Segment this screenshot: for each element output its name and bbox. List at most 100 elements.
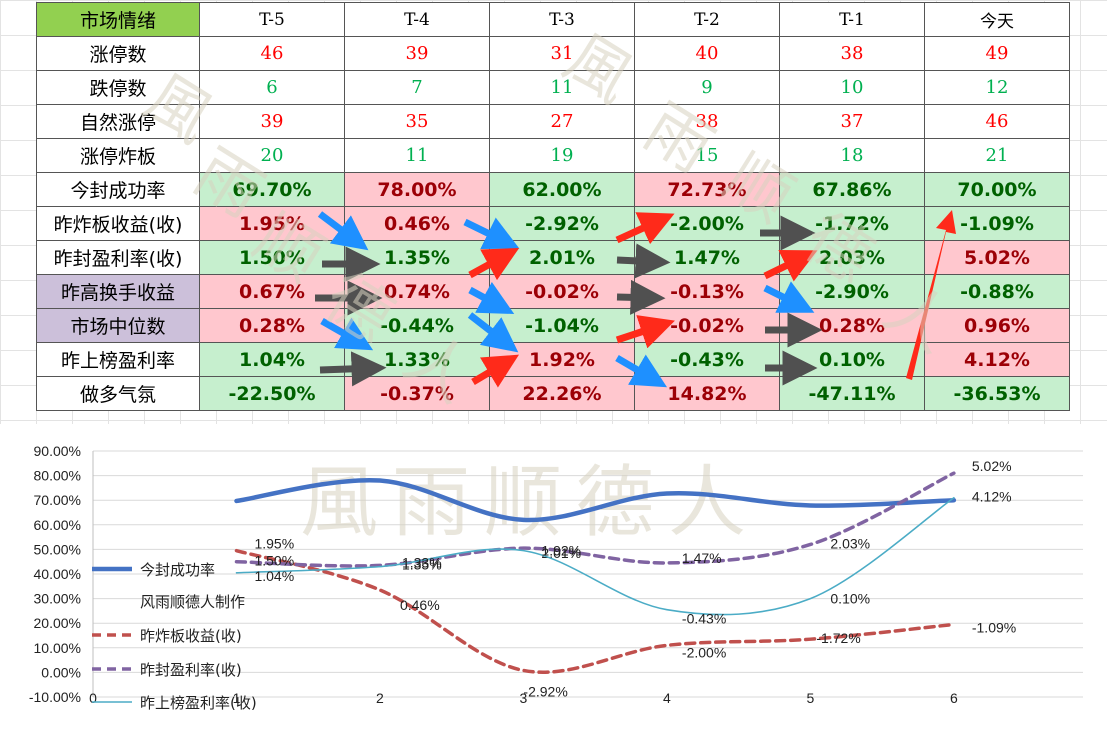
row-label: 昨上榜盈利率 [36,342,200,377]
table-cell: 4.12% [924,342,1070,377]
table-cell: 1.50% [199,240,345,275]
table-row: 今封成功率 69.70% 78.00% 62.00% 72.73% 67.86% 70.00… [36,172,1070,207]
table-cell: -1.04% [489,308,635,343]
data-label: 0.10% [830,591,870,607]
x-tick-label: 1 [233,690,241,706]
header-title-cell: 市场情绪 [36,2,200,37]
data-label: 1.33% [402,555,442,571]
data-label: -2.00% [682,644,726,660]
table-row: 昨高换手收益 0.67% 0.74% -0.02% -0.13% -2.90% -0.88% [36,274,1070,309]
table-cell: 10 [779,70,925,105]
x-tick-label: 3 [520,690,528,706]
data-label: 1.95% [254,536,294,552]
y-tick-label: 20.00% [34,615,81,631]
table-cell: -2.00% [634,206,780,241]
header-day-cell: T-2 [634,2,780,37]
row-label: 自然涨停 [36,104,200,139]
table-cell: 2.01% [489,240,635,275]
table-cell: 12 [924,70,1070,105]
data-label: 2.03% [830,535,870,551]
table-cell: 1.33% [344,342,490,377]
data-label: 1.50% [254,553,294,569]
data-label: -2.92% [523,683,567,699]
x-tick-label: 6 [950,690,958,706]
table-row: 市场中位数 0.28% -0.44% -1.04% -0.02% 0.28% 0.96% [36,308,1070,343]
table-cell: 0.46% [344,206,490,241]
table-cell: 35 [344,104,490,139]
row-label: 昨炸板收益(收) [36,206,200,241]
y-tick-label: 10.00% [34,640,81,656]
table-cell: 0.96% [924,308,1070,343]
row-label: 今封成功率 [36,172,200,207]
y-tick-label: 90.00% [34,443,81,459]
table-cell: -2.90% [779,274,925,309]
table-cell: 1.92% [489,342,635,377]
header-day-cell: T-5 [199,2,345,37]
table-cell: -36.53% [924,376,1070,411]
series-line [234,548,956,674]
table-cell: 21 [924,138,1070,173]
row-label: 昨封盈利率(收) [36,240,200,275]
table-cell: 67.86% [779,172,925,207]
table-cell: -0.02% [634,308,780,343]
table-row: 昨上榜盈利率 1.04% 1.33% 1.92% -0.43% 0.10% 4.12% [36,342,1070,377]
header-day-cell: T-1 [779,2,925,37]
legend-label: 今封成功率 [140,561,215,579]
table-cell: 39 [199,104,345,139]
legend-note: 风雨顺德人制作 [140,593,245,611]
row-label: 昨高换手收益 [36,274,200,309]
y-tick-label: 60.00% [34,517,81,533]
table-header-row: 市场情绪 T-5 T-4 T-3 T-2 T-1 今天 [36,2,1070,37]
table-cell: 0.28% [779,308,925,343]
table-cell: 70.00% [924,172,1070,207]
table-cell: 49 [924,36,1070,71]
legend-label: 昨封盈利率(收) [140,661,242,679]
table-cell: -1.09% [924,206,1070,241]
table-cell: 62.00% [489,172,635,207]
data-label: 1.04% [254,568,294,584]
market-sentiment-table: 市场情绪 T-5 T-4 T-3 T-2 T-1 今天 涨停数 46 39 31 40 38 49 跌停数 6… [36,2,1070,411]
table-cell: 1.95% [199,206,345,241]
table-cell: 14.82% [634,376,780,411]
table-cell: 0.10% [779,342,925,377]
table-cell: 20 [199,138,345,173]
x-tick-label: 4 [663,690,671,706]
table-cell: 6 [199,70,345,105]
row-label: 市场中位数 [36,308,200,343]
data-label: 1.35% [402,556,442,572]
legend-label: 昨上榜盈利率(收) [140,694,257,712]
y-tick-label: 50.00% [34,541,81,557]
table-cell: 46 [924,104,1070,139]
table-row: 跌停数 6 7 11 9 10 12 [36,70,1070,105]
table-cell: 27 [489,104,635,139]
table-cell: 31 [489,36,635,71]
table-cell: 18 [779,138,925,173]
x-tick-label: 0 [89,690,97,706]
data-label: 0.46% [400,597,440,613]
table-cell: 78.00% [344,172,490,207]
row-label: 涨停数 [36,36,200,71]
series-line [234,471,956,568]
x-tick-label: 5 [806,690,814,706]
table-cell: 11 [344,138,490,173]
table-row: 昨炸板收益(收) 1.95% 0.46% -2.92% -2.00% -1.72% -1.0… [36,206,1070,241]
line-chart: -10.00% 0.00% 10.00% 20.00% 30.00% 40.00% 50.0… [29,443,1083,712]
table-cell: 38 [779,36,925,71]
table-cell: 69.70% [199,172,345,207]
data-label: 1.92% [541,543,581,559]
table-cell: 19 [489,138,635,173]
table-cell: 0.28% [199,308,345,343]
table-cell: 37 [779,104,925,139]
table-cell: 11 [489,70,635,105]
table-cell: 9 [634,70,780,105]
table-cell: 5.02% [924,240,1070,275]
table-cell: -1.72% [779,206,925,241]
table-row: 涨停数 46 39 31 40 38 49 [36,36,1070,71]
table-cell: 7 [344,70,490,105]
table-cell: -0.88% [924,274,1070,309]
x-tick-label: 2 [376,690,384,706]
data-label: 5.02% [972,458,1012,474]
row-label: 做多气氛 [36,376,200,411]
series-line [235,496,955,616]
table-cell: -2.92% [489,206,635,241]
